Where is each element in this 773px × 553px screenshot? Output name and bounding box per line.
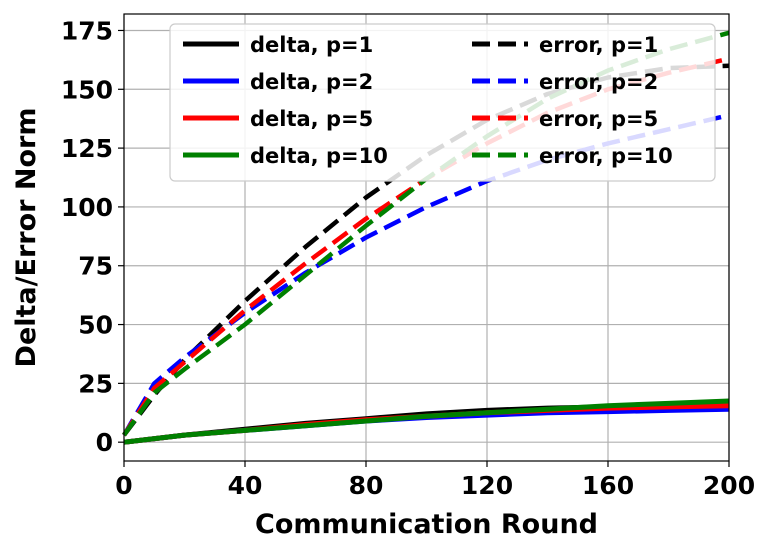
legend-label: delta, p=2 [250,70,373,94]
series-line-delta-p-10 [123,398,730,445]
x-tick-label: 120 [461,471,513,500]
y-tick-label: 50 [78,311,113,340]
x-axis-label: Communication Round [255,509,598,540]
legend-label: error, p=5 [539,107,658,131]
legend-label: delta, p=10 [250,144,388,168]
legend-label: delta, p=1 [250,33,373,57]
plot-frame [123,13,730,462]
x-tick-label: 40 [228,471,263,500]
legend-label: error, p=10 [539,144,673,168]
y-tick-label: 0 [96,428,113,457]
x-tick-label: 80 [349,471,384,500]
y-axis-label: Delta/Error Norm [11,108,42,368]
legend-label: error, p=2 [539,70,658,94]
y-tick-label: 75 [78,252,113,281]
legend: delta, p=1 delta, p=2 delta, p=5 delta, p=1… [169,23,716,182]
series-line-error-p-10 [122,30,730,437]
legend-label: delta, p=5 [250,107,373,131]
axis-ticks: 0 40 80 120 160 200 0 25 50 75 100 125 150 175 [61,16,755,500]
y-tick-label: 25 [78,369,113,398]
y-tick-label: 150 [61,75,113,104]
legend-box [169,23,716,182]
x-tick-label: 0 [115,471,132,500]
y-tick-label: 125 [61,134,113,163]
legend-label: error, p=1 [539,33,658,57]
x-tick-label: 160 [582,471,634,500]
y-tick-label: 175 [61,16,113,45]
x-tick-label: 200 [703,471,755,500]
y-tick-label: 100 [61,193,113,222]
